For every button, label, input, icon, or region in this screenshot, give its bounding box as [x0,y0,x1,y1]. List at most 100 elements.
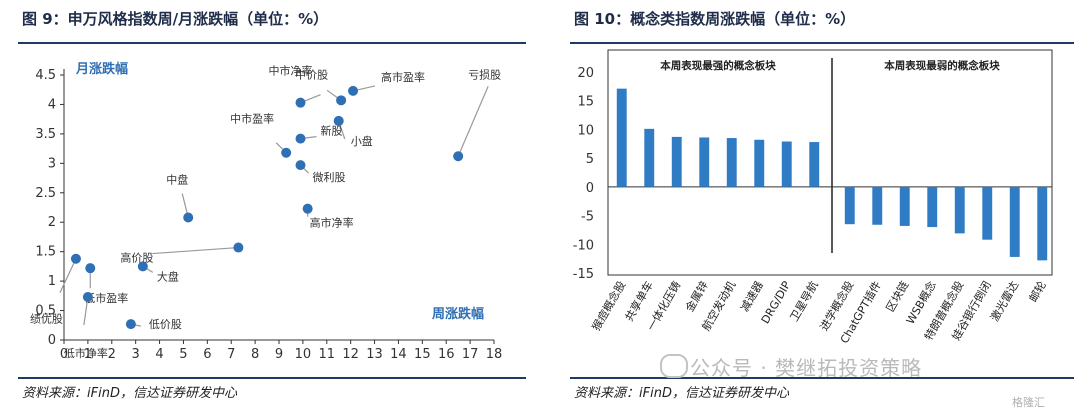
wechat-icon [660,354,688,378]
bar [644,128,655,187]
scatter-point [295,160,306,171]
y-tick-label: -5 [581,210,594,225]
category-label: 邮轮 [1026,279,1049,305]
y-tick-label: 2.5 [35,186,56,201]
scatter-point [233,242,244,253]
x-tick-label: 11 [319,347,336,362]
y-tick-label: 3 [48,156,56,171]
scatter-point [281,147,292,158]
right-top-rule [570,42,1074,44]
left-top-rule [18,42,526,44]
scatter-point [453,151,464,162]
point-label: 中市盈率 [230,112,274,126]
bar [872,186,883,225]
point-label: 中盘 [166,173,188,187]
x-tick-label: 0 [60,347,68,362]
left-panel: 图 9：申万风格指数周/月涨跌幅（单位：%） 0 1 2 3 4 5 6 7 8 9 10 11 12 1… [0,0,532,414]
scatter-chart: 0 1 2 3 4 5 6 7 8 9 10 11 12 13 14 15 16 17 1800.511.522.5… [30,61,503,362]
bar [809,142,820,187]
point-label: 中价股 [295,68,328,81]
point-label: 低价股 [149,318,182,331]
right-source-note: 资料来源：iFinD，信达证券研发中心 [574,386,789,401]
x-tick-label: 1 [84,347,92,362]
y-tick-label: 1.5 [35,245,56,260]
point-label: 高价股 [120,251,153,265]
x-tick-label: 12 [342,347,359,362]
x-axis-title: 周涨跌幅 [432,306,484,322]
scatter-point [336,95,347,106]
plot-frame [607,49,1053,276]
point-leader-line [59,258,77,293]
x-tick-label: 8 [251,347,259,362]
bar [699,137,710,187]
x-tick-label: 6 [203,347,211,362]
bar [1009,186,1020,257]
y-tick-label: 15 [577,95,594,110]
point-leader-line [457,86,489,157]
point-label: 新股 [321,124,343,138]
scatter-point [348,85,359,96]
point-label: 高市盈率 [381,70,425,84]
y-tick-label: -15 [573,267,594,282]
point-label: 低市盈率 [84,291,128,305]
bar [899,186,910,226]
y-tick-label: 0 [48,333,56,348]
x-tick-label: 14 [390,347,407,362]
scatter-point [70,253,81,264]
x-tick-label: 18 [486,347,503,362]
x-tick-label: 16 [438,347,455,362]
point-label: 小盘 [351,134,373,148]
bar [754,139,765,187]
x-tick-label: 15 [414,347,431,362]
scatter-point [295,97,306,108]
gelonghui-logo: 格隆汇 [1012,396,1045,409]
x-tick-label: 5 [179,347,187,362]
bar-chart: 20 15 10 5 0 -5 -10 -15 本周表现最强的概念板块 本周表现最弱的概念板块猴痘… [573,49,1053,346]
category-label: 猴痘概念股 [589,279,629,334]
bar [954,186,965,234]
left-bottom-rule [18,377,526,379]
bar [726,138,737,187]
point-label: 大盘 [157,269,179,283]
y-axis-title: 月涨跌幅 [75,61,128,77]
x-tick-label: 4 [155,347,163,362]
scatter-point [183,212,194,223]
bar [1037,186,1048,261]
point-label: 亏损股 [468,67,501,81]
y-tick-label: 3.5 [35,127,56,142]
x-tick-label: 13 [366,347,383,362]
y-tick-label: 4 [48,97,56,112]
y-tick-label: 10 [577,123,594,138]
y-tick-label: 4.5 [35,68,56,83]
scatter-point [333,115,344,126]
bar [671,136,682,187]
point-label: 绩优股 [30,313,63,326]
scatter-point [295,133,306,144]
x-tick-label: 10 [295,347,312,362]
scatter-point [82,292,93,303]
right-bottom-rule [570,377,1074,379]
category-label: 区块链 [883,279,912,315]
y-tick-label: 0 [586,181,594,196]
right-figure-title: 图 10：概念类指数周涨跌幅（单位：%） [574,10,856,28]
point-leader-line [152,246,239,255]
point-label: 微利股 [313,170,346,184]
bar [927,186,938,228]
scatter-point [137,261,148,272]
x-tick-label: 2 [108,347,116,362]
y-tick-label: 20 [577,66,594,81]
bar [781,141,792,187]
category-label: 减速器 [738,279,766,314]
left-source-note: 资料来源：iFinD，信达证券研发中心 [22,386,237,401]
bar [616,88,627,187]
y-tick-label: 1 [48,274,56,289]
point-label: 高市净率 [310,216,354,230]
category-label: 金属锌 [682,279,711,315]
bar [844,186,855,225]
bar [982,186,993,240]
group-label-strong: 本周表现最强的概念板块 [660,59,776,72]
watermark-text: 公众号 · 樊继拓投资策略 [690,356,923,380]
x-tick-label: 3 [132,347,140,362]
scatter-point [302,203,313,214]
y-tick-label: 0.5 [35,304,56,319]
